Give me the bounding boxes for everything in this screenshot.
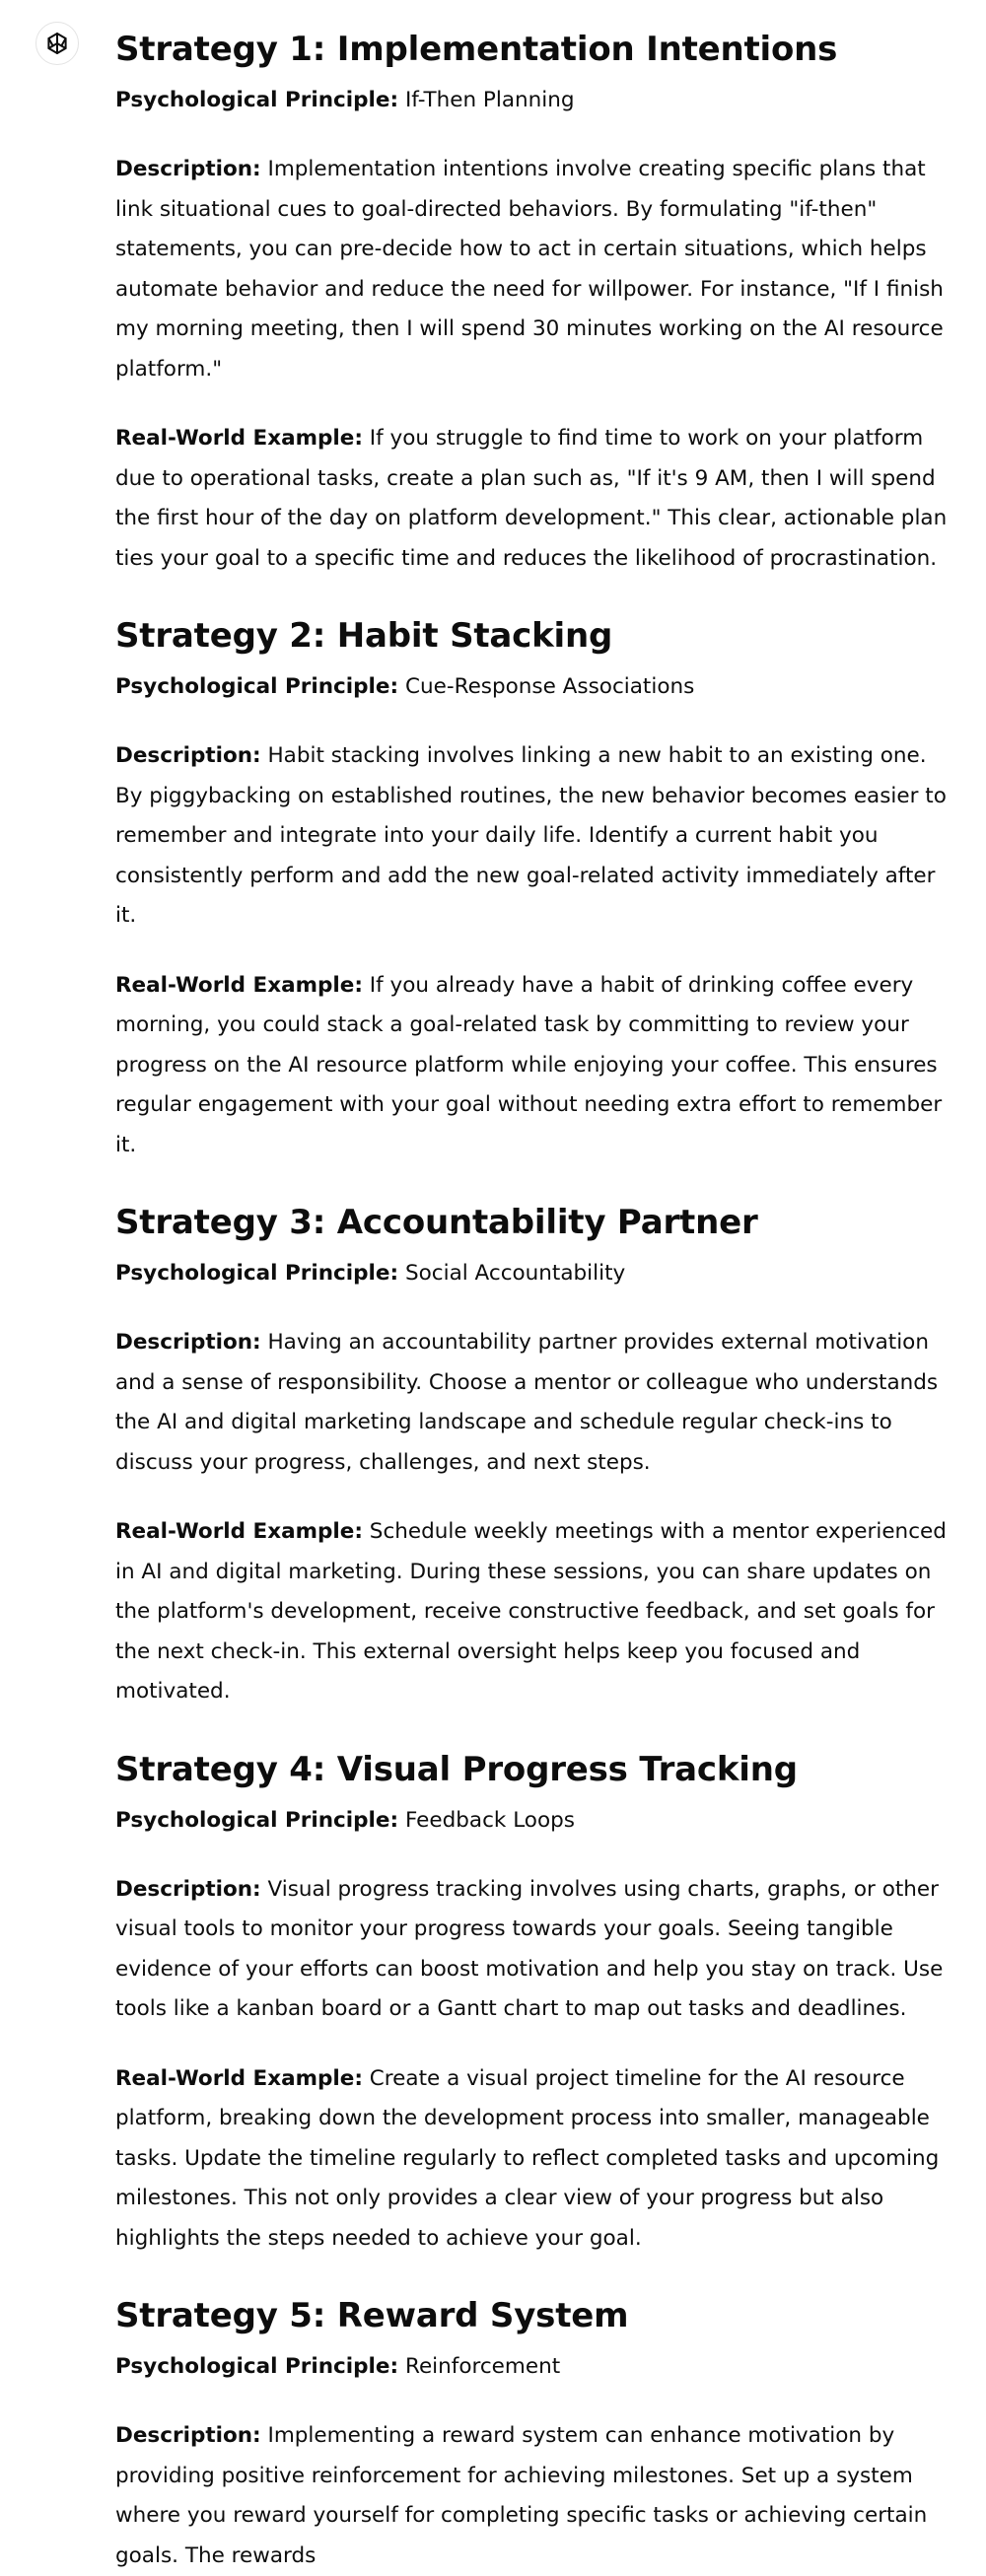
example-label: Real-World Example: [115,2065,363,2091]
assistant-avatar [35,22,79,65]
strategy-title: Strategy 3: Accountability Partner [115,1203,758,1242]
description-label: Description: [115,157,261,181]
description-text: Having an accountability partner provide… [115,1330,939,1475]
psychological-principle: Psychological Principle: Reinforcement [115,2347,953,2387]
strategy-section: Strategy 4: Visual Progress Tracking Psy… [115,1712,953,2260]
strategy-section: Strategy 2: Habit Stacking Psychological… [115,579,953,1165]
description-text: Habit stacking involves linking a new ha… [115,743,947,928]
strategy-title: Strategy 5: Reward System [115,2296,629,2335]
openai-logo-icon [47,33,67,54]
principle-value: Cue-Response Associations [404,674,695,699]
example-text: If you already have a habit of drinking … [115,972,943,1157]
principle-value: Reinforcement [404,2354,561,2379]
principle-label: Psychological Principle: [115,2354,399,2379]
real-world-example: Real-World Example: Create a visual proj… [115,2059,953,2260]
principle-label: Psychological Principle: [115,1261,399,1286]
example-text: Schedule weekly meetings with a mentor e… [115,1519,947,1704]
example-label: Real-World Example: [115,426,363,451]
principle-value: If-Then Planning [404,88,575,112]
description: Description: Habit stacking involves lin… [115,736,953,937]
example-label: Real-World Example: [115,972,363,998]
description: Description: Having an accountability pa… [115,1323,953,1483]
strategy-section: Strategy 1: Implementation Intentions Ps… [115,0,953,579]
principle-label: Psychological Principle: [115,674,399,699]
real-world-example: Real-World Example: If you struggle to f… [115,419,953,579]
description-label: Description: [115,1876,261,1902]
psychological-principle: Psychological Principle: Feedback Loops [115,1801,953,1841]
description: Description: Implementing a reward syste… [115,2416,953,2576]
description-label: Description: [115,2423,261,2448]
real-world-example: Real-World Example: If you already have … [115,966,953,1166]
description-label: Description: [115,1330,261,1355]
real-world-example: Real-World Example: Schedule weekly meet… [115,1512,953,1712]
principle-label: Psychological Principle: [115,1807,399,1833]
principle-label: Psychological Principle: [115,88,399,112]
description-text: Implementation intentions involve creati… [115,157,944,382]
example-label: Real-World Example: [115,1519,363,1544]
psychological-principle: Psychological Principle: If-Then Plannin… [115,81,953,120]
strategy-title: Strategy 4: Visual Progress Tracking [115,1749,798,1789]
psychological-principle: Psychological Principle: Cue-Response As… [115,667,953,707]
psychological-principle: Psychological Principle: Social Accounta… [115,1254,953,1293]
strategy-title: Strategy 1: Implementation Intentions [115,30,838,69]
description: Description: Visual progress tracking in… [115,1870,953,2030]
description-text: Visual progress tracking involves using … [115,1876,944,2022]
description-label: Description: [115,743,261,768]
strategy-section: Strategy 3: Accountability Partner Psych… [115,1165,953,1712]
principle-value: Feedback Loops [404,1807,575,1833]
description: Description: Implementation intentions i… [115,150,953,389]
example-text: Create a visual project timeline for the… [115,2065,940,2251]
principle-value: Social Accountability [404,1261,626,1286]
strategy-section: Strategy 5: Reward System Psychological … [115,2259,953,2576]
example-text: If you struggle to find time to work on … [115,426,948,571]
assistant-message: Strategy 1: Implementation Intentions Ps… [115,0,953,2576]
strategy-title: Strategy 2: Habit Stacking [115,616,613,656]
